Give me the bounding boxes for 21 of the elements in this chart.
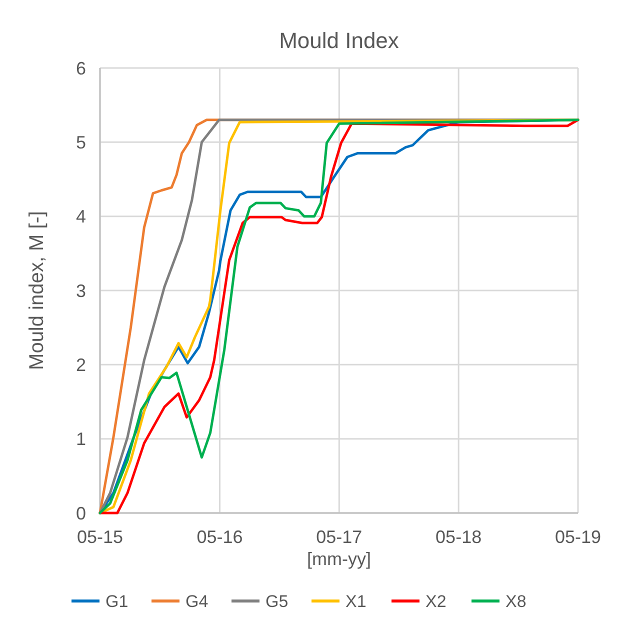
y-tick-label: 6 — [76, 58, 86, 78]
x-tick-label: 05-15 — [76, 527, 124, 547]
x-tick-label: 05-16 — [196, 527, 243, 547]
x-tick-label: 05-17 — [316, 527, 362, 547]
y-tick-label: 3 — [76, 280, 86, 301]
legend-label: X1 — [346, 592, 366, 611]
y-tick-label: 5 — [76, 132, 86, 152]
legend-label: G4 — [186, 592, 208, 611]
y-tick-label: 1 — [76, 429, 86, 450]
chart-title: Mould Index — [279, 28, 399, 53]
x-tick-label: 05-18 — [436, 527, 482, 547]
y-tick-label: 0 — [76, 503, 86, 524]
y-axis-title: Mould index, M [-] — [26, 211, 48, 370]
legend-label: G5 — [266, 592, 288, 611]
y-tick-label: 2 — [76, 354, 86, 375]
legend-label: X8 — [506, 592, 526, 611]
legend-label: G1 — [106, 592, 128, 611]
x-axis-title: [mm-yy] — [307, 549, 371, 569]
x-tick-label: 05-19 — [554, 527, 602, 547]
y-tick-label: 4 — [76, 206, 86, 227]
legend-label: X2 — [426, 592, 446, 611]
